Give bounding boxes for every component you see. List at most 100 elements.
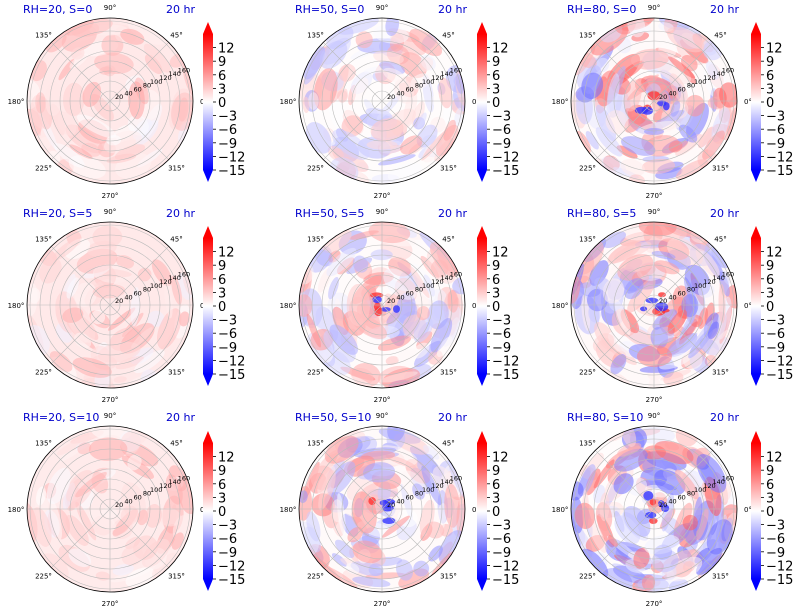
theta-tick-label: 90° <box>376 208 388 216</box>
radial-tick-label: 60 <box>134 290 142 298</box>
radial-tick-label: 100 <box>150 282 162 290</box>
colorbar-tick-label: 3 <box>492 491 500 506</box>
colorbar-tick-label: 6 <box>218 69 226 84</box>
field-cell <box>338 63 356 82</box>
polar-field <box>27 426 193 588</box>
field-core-cell <box>644 511 657 519</box>
colorbar-tick-label: 12 <box>218 42 235 57</box>
field-cell <box>56 434 95 456</box>
field-cell <box>125 536 141 550</box>
radial-tick-label: 60 <box>678 494 686 502</box>
colorbar-tick-label: 6 <box>218 273 226 288</box>
theta-tick-label: 45° <box>442 440 454 448</box>
field-cell <box>409 266 430 299</box>
theta-tick-label: 45° <box>714 236 726 244</box>
angular-gridline <box>323 508 383 568</box>
field-cell <box>675 469 699 500</box>
field-cell <box>315 249 333 267</box>
field-cell <box>112 525 129 536</box>
field-cell <box>164 278 173 319</box>
colorbar-tick-label: 9 <box>492 55 500 70</box>
colorbar-extend-max <box>477 431 487 443</box>
angular-gridline <box>595 304 655 364</box>
theta-tick-label: 0° <box>472 302 480 310</box>
radial-tick-label: 160 <box>450 66 462 74</box>
radial-tick-label: 140 <box>440 478 452 486</box>
colorbar-tick-label: −3 <box>218 314 237 329</box>
radial-tick-label: 80 <box>415 286 423 294</box>
theta-tick-label: 315° <box>440 573 457 581</box>
colorbar-tick-label: 3 <box>492 82 500 97</box>
field-cell <box>74 282 97 307</box>
field-cell <box>393 78 415 104</box>
field-cell <box>31 507 52 547</box>
panels: 90°45°0°315°270°225°180°135°204060801001… <box>8 3 794 608</box>
colorbar-tick-label: −12 <box>492 559 519 574</box>
field-cell <box>385 454 416 468</box>
colorbar-tick-label: 9 <box>218 464 226 479</box>
radial-tick-label: 80 <box>143 286 151 294</box>
colorbar-tick-label: 12 <box>492 42 509 57</box>
panel-time-label: 20 hr <box>438 3 467 16</box>
theta-tick-label: 0° <box>472 506 480 514</box>
polar-frame <box>298 17 466 185</box>
field-cell <box>131 327 153 349</box>
angular-gridline <box>109 508 169 568</box>
colorbar-extend-min <box>477 170 487 182</box>
angular-gridline <box>51 246 111 306</box>
field-cell <box>447 290 459 313</box>
field-cell <box>385 18 400 37</box>
field-cell <box>306 313 321 348</box>
panel-time-label: 20 hr <box>166 411 195 424</box>
colorbar-extend-min <box>477 579 487 591</box>
field-core-cell <box>368 497 377 506</box>
theta-tick-label: 0° <box>744 98 752 106</box>
colorbar-tick-label: −6 <box>218 532 237 547</box>
radial-tick-label: 60 <box>678 86 686 94</box>
theta-tick-label: 0° <box>744 506 752 514</box>
radial-tick-label: 40 <box>668 89 676 97</box>
field-cell <box>624 114 642 133</box>
colorbar-tick-label: −15 <box>218 573 245 588</box>
field-cell <box>603 231 627 249</box>
field-cell <box>682 514 698 531</box>
radial-tick-label: 120 <box>159 74 171 82</box>
theta-tick-label: 180° <box>552 506 569 514</box>
colorbar-tick-label: −6 <box>766 532 785 547</box>
field-cell <box>75 501 97 541</box>
colorbar-tick-label: −9 <box>766 546 785 561</box>
theta-tick-label: 225° <box>307 573 324 581</box>
colorbar-tick-label: −9 <box>492 341 511 356</box>
panel-1: 90°45°0°315°270°225°180°135°204060801001… <box>8 3 246 200</box>
radial-tick-label: 100 <box>150 78 162 86</box>
panel-title: RH=80, S=0 <box>567 3 636 16</box>
colorbar-tick-label: 3 <box>766 286 774 301</box>
colorbar-tick-label: 12 <box>492 451 509 466</box>
colorbar-tick-label: 3 <box>218 491 226 506</box>
radial-tick-label: 140 <box>168 478 180 486</box>
theta-tick-label: 90° <box>104 208 116 216</box>
field-cell <box>454 107 463 127</box>
colorbar-tick-label: 0 <box>492 300 500 315</box>
field-cell <box>592 333 615 353</box>
field-cell <box>171 275 182 305</box>
field-cell <box>413 560 430 577</box>
field-cell <box>698 126 715 148</box>
radial-tick-label: 100 <box>422 486 434 494</box>
angular-gridline <box>323 450 383 510</box>
theta-tick-label: 135° <box>307 236 324 244</box>
field-cell <box>90 426 135 441</box>
angular-gridline <box>323 42 383 102</box>
theta-tick-label: 45° <box>170 32 182 40</box>
colorbar-extend-max <box>203 226 213 238</box>
field-cell <box>88 509 117 531</box>
field-cell <box>705 61 719 80</box>
field-cell <box>384 293 396 310</box>
field-cell <box>114 144 146 161</box>
polar-frame <box>570 221 738 389</box>
colorbar-extend-min <box>203 170 213 182</box>
radial-tick-label: 80 <box>143 490 151 498</box>
